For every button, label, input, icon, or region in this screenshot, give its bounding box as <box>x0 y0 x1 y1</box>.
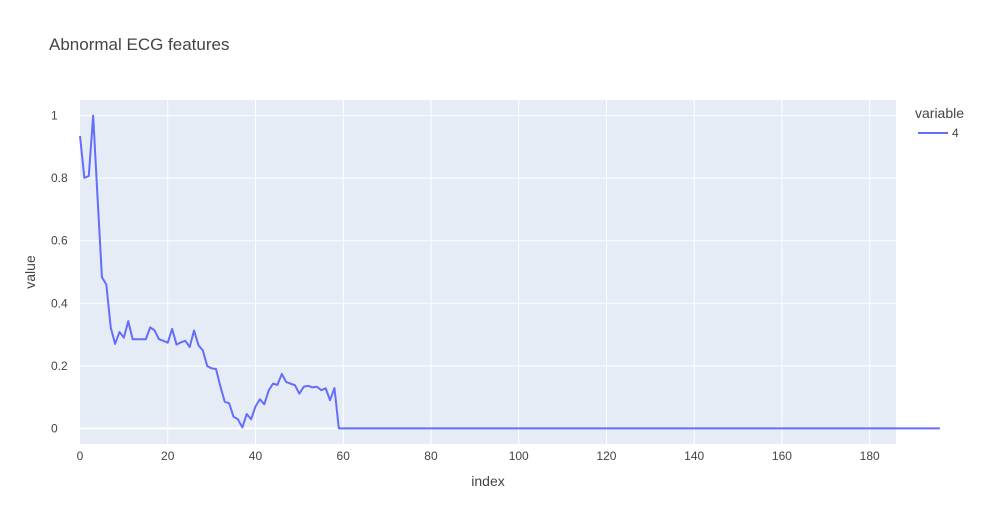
x-tick-label: 120 <box>596 449 616 463</box>
x-tick-label: 140 <box>684 449 704 463</box>
x-tick-label: 0 <box>77 449 84 463</box>
y-tick-label: 0.2 <box>51 359 68 373</box>
x-tick-label: 40 <box>249 449 263 463</box>
x-tick-label: 20 <box>161 449 175 463</box>
x-axis-ticks: 0 20 40 60 80 100 120 140 160 180 <box>77 449 880 463</box>
x-axis-label: index <box>471 473 504 489</box>
legend-title: variable <box>915 105 964 121</box>
legend-items: 4 <box>918 126 959 140</box>
x-tick-label: 100 <box>509 449 529 463</box>
x-tick-label: 180 <box>860 449 880 463</box>
x-tick-label: 60 <box>337 449 351 463</box>
chart-title: Abnormal ECG features <box>49 35 229 54</box>
y-tick-label: 1 <box>51 109 58 123</box>
legend[interactable]: variable 4 <box>915 105 964 140</box>
y-axis-label: value <box>22 255 38 289</box>
y-tick-label: 0.6 <box>51 234 68 248</box>
x-tick-label: 160 <box>772 449 792 463</box>
plot-area[interactable] <box>80 100 896 444</box>
legend-item-label[interactable]: 4 <box>952 126 959 140</box>
y-tick-label: 0.4 <box>51 296 68 310</box>
y-tick-label: 0.8 <box>51 171 68 185</box>
x-tick-label: 80 <box>424 449 438 463</box>
y-tick-label: 0 <box>51 421 58 435</box>
y-axis-ticks: 0 0.2 0.4 0.6 0.8 1 <box>51 109 68 436</box>
